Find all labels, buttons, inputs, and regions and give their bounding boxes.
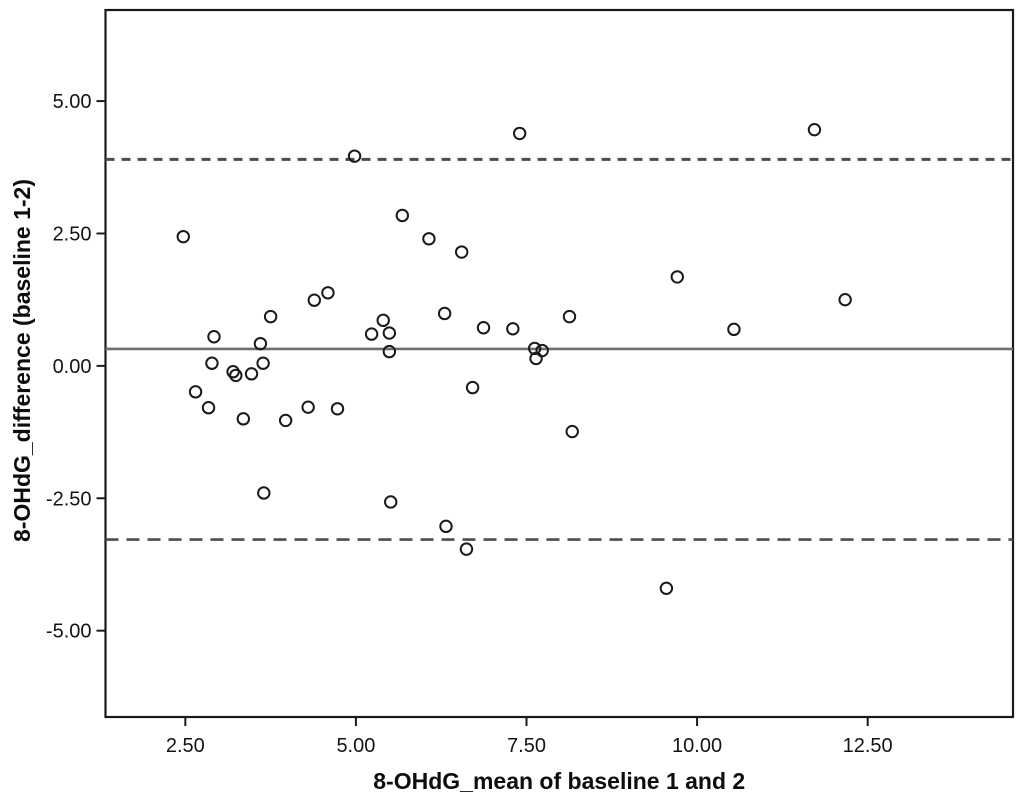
data-point	[364, 327, 379, 341]
data-point	[257, 486, 271, 500]
plot-frame	[104, 8, 1015, 719]
data-point	[838, 292, 852, 307]
data-point	[807, 122, 822, 137]
data-point	[236, 412, 251, 426]
data-point	[263, 309, 278, 324]
x-tick-label: 12.50	[843, 735, 893, 757]
data-point	[207, 330, 221, 344]
y-axis-title: 8-OHdG_difference (baseline 1-2)	[9, 179, 35, 542]
data-point	[506, 322, 520, 336]
y-tick-label: 5.00	[53, 91, 92, 113]
data-point	[205, 356, 219, 370]
data-point	[476, 321, 491, 335]
data-point	[527, 341, 542, 356]
data-point	[256, 356, 270, 370]
data-point	[188, 385, 203, 399]
x-tick-label: 10.00	[672, 735, 722, 757]
data-point	[347, 149, 362, 163]
data-point	[465, 380, 480, 395]
y-tick-label: 0.00	[53, 356, 92, 378]
y-tick-label: 2.50	[53, 223, 92, 245]
data-point	[301, 400, 315, 414]
data-point	[201, 401, 216, 415]
data-point	[229, 368, 243, 383]
data-point	[439, 519, 453, 534]
data-point	[382, 344, 397, 359]
x-tick-label: 2.50	[166, 735, 205, 757]
y-tick-label: -5.00	[46, 621, 92, 643]
data-point	[253, 336, 268, 351]
data-point	[321, 286, 335, 300]
data-point	[670, 270, 684, 284]
data-point	[330, 402, 345, 416]
data-point	[422, 232, 436, 246]
data-point	[459, 542, 474, 556]
data-point	[565, 424, 579, 439]
x-axis-title: 8-OHdG_mean of baseline 1 and 2	[373, 768, 745, 794]
data-point	[278, 413, 293, 428]
data-point	[454, 245, 469, 259]
data-point	[562, 309, 577, 324]
x-tick-label: 5.00	[336, 735, 375, 757]
x-tick-label: 7.50	[507, 735, 546, 757]
data-point	[727, 322, 741, 337]
data-point	[382, 326, 397, 340]
data-point	[512, 126, 527, 141]
data-point	[437, 306, 452, 321]
data-point	[244, 367, 259, 381]
data-point	[395, 208, 410, 223]
data-point	[535, 343, 549, 358]
data-point	[307, 293, 321, 307]
data-point	[176, 229, 190, 244]
data-point	[376, 313, 390, 328]
data-point	[384, 495, 398, 509]
y-tick-label: -2.50	[46, 488, 92, 510]
data-point	[659, 581, 674, 596]
